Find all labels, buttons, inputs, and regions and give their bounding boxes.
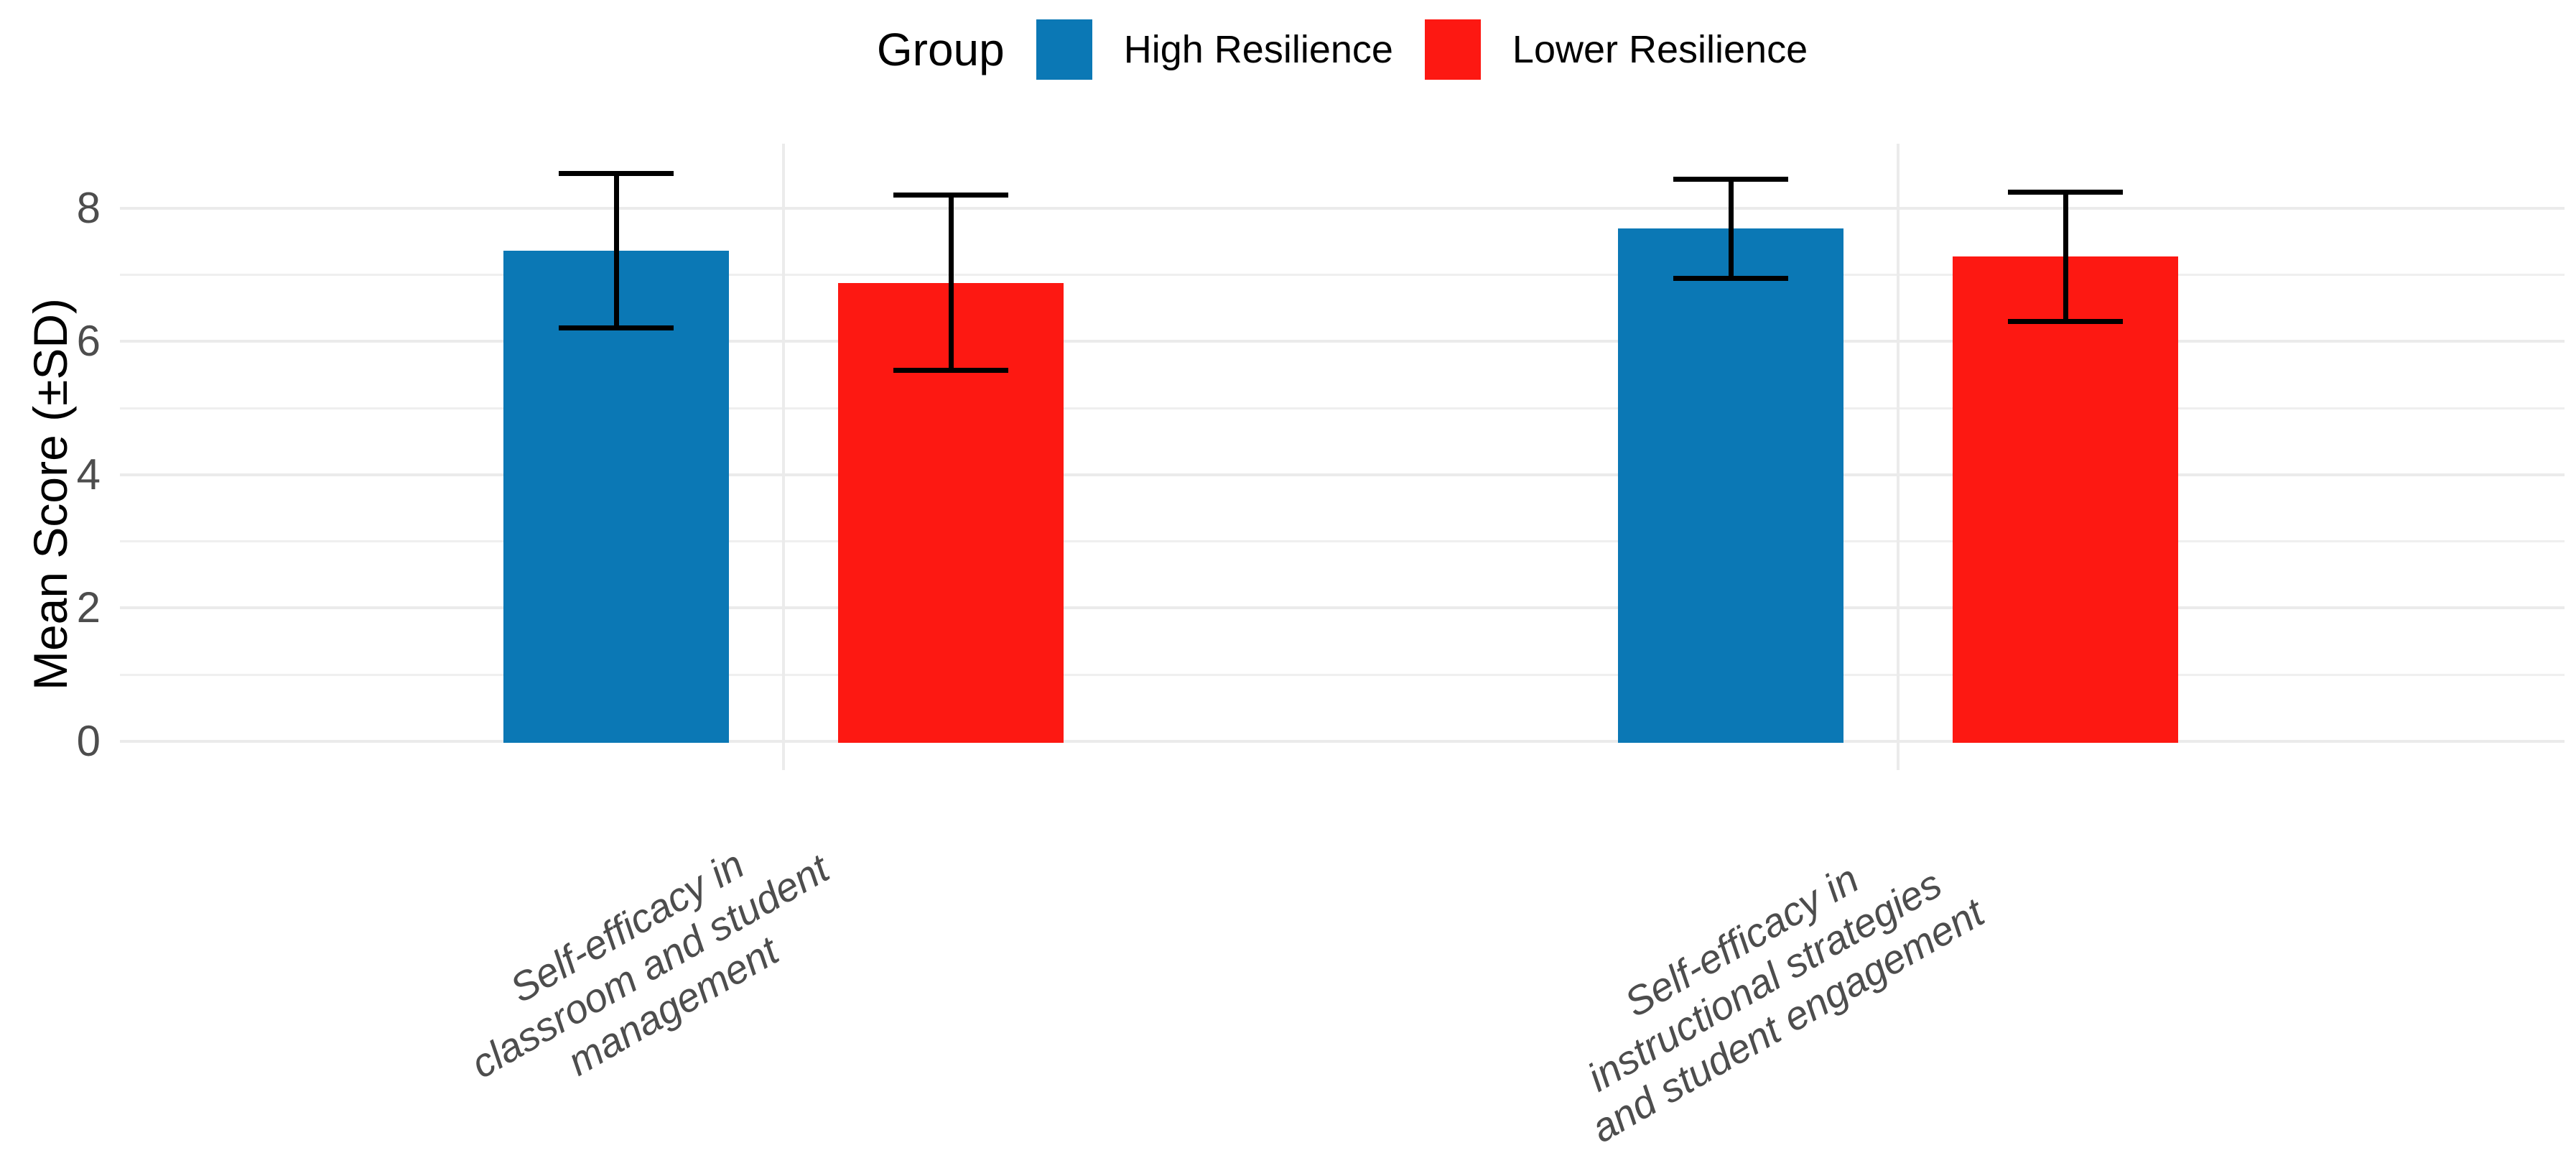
error-bar-lower-resilience-cat2-cap-bottom bbox=[2008, 318, 2123, 324]
error-bar-lower-resilience-cat2-line bbox=[2063, 192, 2068, 322]
bar-high-resilience-cat2 bbox=[1618, 228, 1843, 743]
x-category-label-2: Self-efficacy in instructional strategie… bbox=[1579, 856, 1991, 1152]
error-bar-high-resilience-cat2-cap-bottom bbox=[1673, 275, 1788, 281]
legend-title: Group bbox=[876, 24, 1005, 75]
error-bar-high-resilience-cat1-line bbox=[613, 173, 619, 328]
error-bar-high-resilience-cat2-cap-top bbox=[1673, 177, 1788, 182]
y-tick-label-8: 8 bbox=[76, 183, 101, 232]
y-tick-label-4: 4 bbox=[76, 450, 101, 499]
x-category-label-1: Self-efficacy in classroom and student m… bbox=[463, 841, 837, 1087]
legend-label-lower-resilience: Lower Resilience bbox=[1512, 28, 1808, 71]
y-tick-label-6: 6 bbox=[76, 317, 101, 366]
error-bar-high-resilience-cat1-cap-top bbox=[559, 170, 674, 176]
gridline-y-5 bbox=[120, 407, 2565, 409]
gridline-y-2 bbox=[120, 606, 2565, 610]
legend-swatch-lower-resilience-icon bbox=[1424, 19, 1481, 80]
gridline-y-0 bbox=[120, 740, 2565, 743]
error-bar-high-resilience-cat2-line bbox=[1728, 179, 1734, 279]
error-bar-lower-resilience-cat2-cap-top bbox=[2008, 189, 2123, 195]
error-bar-lower-resilience-cat1-cap-bottom bbox=[893, 367, 1008, 373]
error-bar-lower-resilience-cat1-cap-top bbox=[893, 193, 1008, 198]
legend-item-lower-resilience: Lower Resilience bbox=[1424, 19, 1808, 80]
bar-high-resilience-cat1 bbox=[503, 250, 729, 743]
gridline-y-8 bbox=[120, 206, 2565, 210]
gridline-x-category-1 bbox=[782, 144, 785, 770]
error-bar-lower-resilience-cat1-line bbox=[948, 195, 954, 371]
gridline-y-4 bbox=[120, 473, 2565, 476]
gridline-y-3 bbox=[120, 540, 2565, 543]
gridline-y-6 bbox=[120, 340, 2565, 343]
gridline-x-category-2 bbox=[1897, 144, 1900, 770]
y-tick-label-0: 0 bbox=[76, 717, 101, 765]
bar-lower-resilience-cat2 bbox=[1953, 256, 2178, 743]
y-tick-label-2: 2 bbox=[76, 583, 101, 632]
gridline-y-1 bbox=[120, 673, 2565, 676]
legend-swatch-high-resilience-icon bbox=[1036, 19, 1092, 80]
error-bar-high-resilience-cat1-cap-bottom bbox=[559, 325, 674, 331]
legend-label-high-resilience: High Resilience bbox=[1123, 28, 1393, 71]
legend: Group High Resilience Lower Resilience bbox=[120, 10, 2565, 89]
gridline-y-7 bbox=[120, 273, 2565, 276]
legend-item-high-resilience: High Resilience bbox=[1036, 19, 1393, 80]
